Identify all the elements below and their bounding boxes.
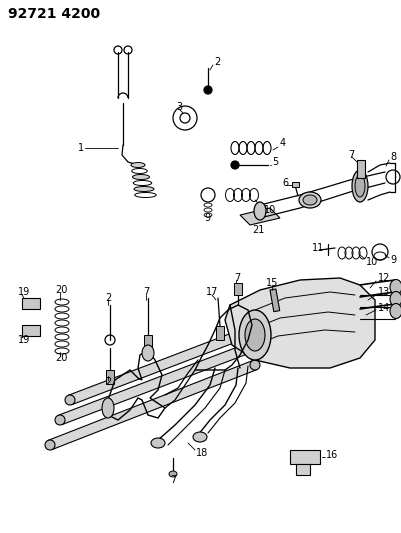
Ellipse shape: [298, 192, 320, 208]
Ellipse shape: [132, 174, 149, 180]
Ellipse shape: [389, 292, 401, 306]
Bar: [22, 298, 40, 309]
Ellipse shape: [168, 471, 176, 477]
Text: 20: 20: [55, 353, 67, 363]
Ellipse shape: [134, 187, 154, 191]
Text: 16: 16: [325, 450, 337, 460]
Polygon shape: [68, 316, 281, 405]
Text: 17: 17: [205, 287, 218, 297]
Circle shape: [231, 161, 239, 169]
Ellipse shape: [151, 438, 164, 448]
Ellipse shape: [354, 175, 364, 197]
Bar: [233, 283, 241, 295]
Bar: [356, 160, 364, 178]
Text: 9: 9: [203, 213, 210, 223]
Text: 92721 4200: 92721 4200: [8, 7, 100, 21]
Text: 20: 20: [55, 285, 67, 295]
Text: 7: 7: [347, 150, 353, 160]
Text: 11: 11: [311, 243, 324, 253]
Ellipse shape: [45, 440, 55, 450]
Text: 2: 2: [105, 293, 111, 303]
Text: 2: 2: [105, 377, 111, 387]
Polygon shape: [239, 208, 279, 225]
Text: 1: 1: [78, 143, 84, 153]
Text: 21: 21: [251, 225, 263, 235]
Ellipse shape: [253, 202, 265, 220]
Text: 2: 2: [213, 57, 220, 67]
Bar: [269, 289, 279, 312]
Text: 18: 18: [196, 448, 208, 458]
Ellipse shape: [102, 398, 114, 418]
Text: 12: 12: [377, 273, 389, 283]
Bar: [144, 335, 152, 349]
Ellipse shape: [249, 360, 259, 370]
Text: 7: 7: [170, 475, 176, 485]
Text: 9: 9: [389, 255, 395, 265]
Bar: [106, 370, 114, 384]
Polygon shape: [48, 360, 256, 450]
Ellipse shape: [389, 303, 401, 319]
Bar: [215, 326, 223, 340]
Ellipse shape: [131, 163, 145, 167]
Ellipse shape: [351, 170, 367, 202]
Text: 7: 7: [233, 273, 240, 283]
Ellipse shape: [274, 315, 284, 325]
Ellipse shape: [239, 310, 270, 360]
Text: 14: 14: [377, 303, 389, 313]
Circle shape: [203, 86, 211, 94]
Text: 19: 19: [18, 335, 30, 345]
Text: 3: 3: [176, 102, 182, 112]
Text: 10: 10: [365, 257, 377, 267]
Text: 6: 6: [281, 178, 288, 188]
Ellipse shape: [55, 415, 65, 425]
Text: 7: 7: [143, 287, 149, 297]
Text: 10: 10: [263, 205, 275, 215]
Bar: [291, 182, 298, 187]
Ellipse shape: [65, 395, 75, 405]
Text: 13: 13: [377, 287, 389, 297]
Ellipse shape: [389, 279, 401, 295]
Ellipse shape: [302, 195, 316, 205]
Text: 15: 15: [265, 278, 277, 288]
Polygon shape: [225, 278, 374, 368]
Ellipse shape: [142, 345, 154, 361]
Text: 19: 19: [18, 287, 30, 297]
Text: 8: 8: [389, 152, 395, 162]
Polygon shape: [58, 335, 271, 425]
Text: 5: 5: [271, 157, 277, 167]
Bar: [22, 325, 40, 336]
Ellipse shape: [192, 432, 207, 442]
Text: 4: 4: [279, 138, 286, 148]
Ellipse shape: [264, 335, 274, 345]
Bar: [295, 464, 309, 475]
Bar: [289, 450, 319, 464]
Ellipse shape: [244, 319, 264, 351]
